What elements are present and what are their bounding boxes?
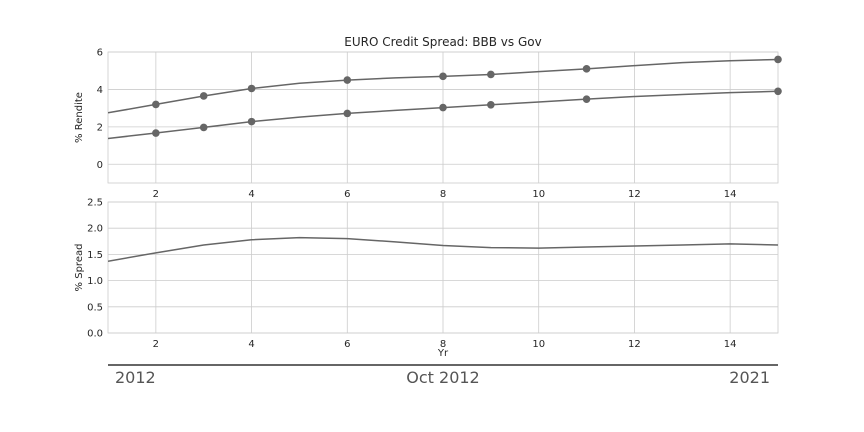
x-tick-label: 14 [724,189,737,200]
yield-chart-panel: 2 4 6 8 10 12 14 0 2 4 6 EURO Credit Spread: BBB vs… [74,35,782,200]
x-tick-label: 2 [153,189,159,200]
series-1-point [582,65,591,73]
y-tick-label: 1.5 [87,250,103,261]
time-slider-current-label: Oct 2012 [406,368,479,387]
series-2-point [247,117,256,126]
series-line-1 [108,236,778,262]
x-tick-label: 8 [440,189,446,200]
series-2-point [343,109,352,118]
y-tick-label: 6 [97,48,103,59]
plot-frame [107,51,779,184]
series-1-point [439,72,447,81]
y-axis-title: % Spread [74,244,85,292]
y-axis-title: % Rendite [74,92,85,143]
x-tick-label: 4 [248,339,254,350]
y-tick-label: 2.5 [87,198,103,209]
plot-frame [107,201,779,334]
x-tick-label: 12 [628,189,641,200]
x-tick-label: 10 [532,339,545,350]
y-tick-label: 2.0 [87,224,103,235]
y-tick-label: 1.0 [87,276,103,287]
y-tick-label: 4 [97,85,103,96]
spread-chart-panel: 2 4 6 8 10 12 14 0.0 0.5 1.0 1.5 2.0 2.5 % Spread Yr [74,198,779,359]
x-tick-label: 6 [344,189,350,200]
series-2-point [152,129,160,137]
y-tick-label: 2 [97,122,103,133]
y-tick-label: 0 [97,160,103,171]
x-tick-label: 2 [153,339,159,350]
x-tick-label: 4 [248,189,254,200]
series-1-point [487,70,495,79]
series-1-point [199,92,208,100]
x-axis-title: Yr [437,348,449,359]
series-2-point [582,95,591,103]
series-1-point [774,55,782,64]
time-slider[interactable]: 2012 Oct 2012 2021 [108,364,778,387]
y-tick-label: 0.5 [87,302,103,313]
chart-title: EURO Credit Spread: BBB vs Gov [344,35,541,49]
y-tick-label: 0.0 [87,329,103,340]
series-1-point [247,84,256,93]
series-2-point [439,103,447,112]
series-2-point [774,87,782,96]
x-tick-label: 6 [344,339,350,350]
time-slider-start-label: 2012 [115,368,156,387]
series-1-point [343,76,352,84]
time-slider-end-label: 2021 [729,368,770,387]
x-tick-label: 10 [532,189,545,200]
x-tick-label: 14 [724,339,737,350]
series-2-point [199,123,208,132]
series-1-point [152,100,160,109]
series-2-point [487,100,495,109]
x-tick-label: 12 [628,339,641,350]
x-tick-label: 8 [440,339,446,350]
